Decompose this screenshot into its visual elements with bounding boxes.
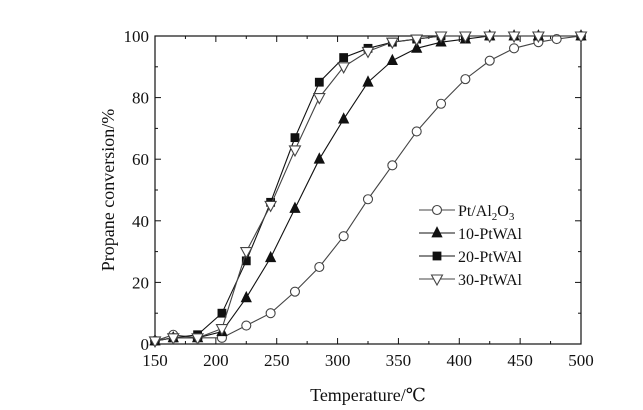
data-point <box>362 194 374 205</box>
data-point <box>191 333 205 345</box>
legend-item: 30-PtWAl <box>419 272 523 289</box>
legend-label: 30-PtWAl <box>458 272 523 289</box>
legend-item: Pt/Al2O3 <box>419 203 515 223</box>
data-point <box>484 55 495 66</box>
data-point <box>314 261 325 273</box>
series-line <box>154 35 581 342</box>
axis-ticks: 150 200 250 300 350 400 450 500 0 20 40 60 80 100 <box>124 27 594 370</box>
data-point <box>264 250 277 263</box>
x-tick-label: 400 <box>447 351 473 370</box>
data-point <box>239 247 253 259</box>
data-point <box>483 31 497 44</box>
x-tick-label: 350 <box>386 351 412 370</box>
data-point <box>362 75 374 87</box>
legend-marker <box>431 226 443 238</box>
data-point <box>551 34 562 45</box>
data-point <box>574 31 588 44</box>
legend: Pt/Al2O3 10-PtWAl 20-PtWAl 30-PtWAl <box>419 203 523 289</box>
legend-marker <box>431 204 443 216</box>
data-point <box>289 201 301 213</box>
x-tick-label: 300 <box>325 351 351 370</box>
legend-item: 20-PtWAl <box>419 249 523 266</box>
y-tick-label: 0 <box>141 335 150 354</box>
y-tick-label: 40 <box>132 212 149 231</box>
legend-item: 10-PtWAl <box>419 226 523 243</box>
data-point <box>458 31 472 44</box>
data-point <box>289 286 301 297</box>
x-tick-label: 150 <box>142 351 168 370</box>
data-point <box>410 34 424 47</box>
x-tick-label: 250 <box>264 351 290 370</box>
data-point <box>215 324 229 336</box>
data-point <box>434 31 448 44</box>
legend-label: 20-PtWAl <box>458 249 523 266</box>
data-point <box>337 62 351 74</box>
data-point <box>290 133 300 143</box>
data-point <box>312 93 326 105</box>
y-axis-title: Propane conversion/% <box>98 109 118 271</box>
series-4 <box>148 31 588 349</box>
data-point <box>338 231 349 242</box>
x-tick-label: 500 <box>568 351 594 370</box>
legend-label: Pt/Al2O3 <box>458 203 515 223</box>
data-point <box>531 31 545 44</box>
data-point <box>338 112 350 124</box>
legend-marker <box>432 251 442 261</box>
data-point <box>411 126 422 137</box>
data-point <box>265 308 276 319</box>
y-tick-label: 20 <box>132 273 149 292</box>
data-point <box>460 74 471 85</box>
x-tick-label: 450 <box>507 351 533 370</box>
data-point <box>217 308 227 318</box>
y-tick-label: 100 <box>124 27 150 46</box>
data-point <box>241 320 252 331</box>
series-2 <box>149 29 587 346</box>
data-point <box>387 160 398 171</box>
data-point <box>411 41 423 53</box>
data-point <box>435 98 447 109</box>
data-point <box>264 200 278 213</box>
data-point <box>314 77 324 87</box>
x-tick-label: 200 <box>203 351 229 370</box>
legend-label: 10-PtWAl <box>458 226 523 243</box>
data-point <box>148 336 162 349</box>
data-point <box>361 46 375 59</box>
x-axis-title: Temperature/℃ <box>310 385 426 405</box>
data-point <box>386 53 398 66</box>
y-tick-label: 60 <box>132 150 149 169</box>
data-point <box>313 152 325 164</box>
series-layer <box>148 29 588 349</box>
y-tick-label: 80 <box>132 89 149 108</box>
data-point <box>339 53 349 62</box>
data-point <box>240 290 252 303</box>
data-point <box>507 31 521 44</box>
data-point <box>166 333 180 345</box>
legend-marker <box>430 274 444 287</box>
data-point <box>288 145 302 158</box>
data-point <box>385 37 399 50</box>
data-point <box>509 43 520 54</box>
